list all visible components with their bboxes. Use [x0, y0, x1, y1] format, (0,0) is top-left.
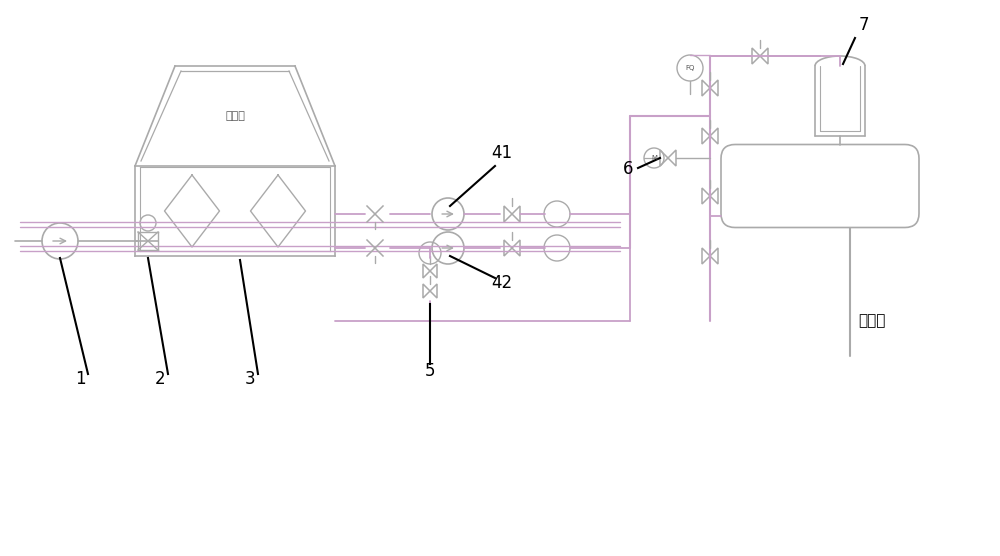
Text: 3: 3	[245, 370, 255, 388]
Text: 7: 7	[859, 16, 869, 34]
Text: M: M	[651, 155, 657, 161]
Text: 1: 1	[75, 370, 85, 388]
Text: 凝汽器: 凝汽器	[225, 111, 245, 121]
Text: 41: 41	[491, 144, 513, 162]
Text: 6: 6	[623, 160, 633, 178]
Text: 去锅炉: 去锅炉	[858, 314, 885, 329]
Text: 42: 42	[491, 274, 513, 292]
Text: 5: 5	[425, 362, 435, 380]
FancyBboxPatch shape	[721, 145, 919, 227]
Text: 2: 2	[155, 370, 165, 388]
Text: FQ: FQ	[685, 65, 695, 71]
